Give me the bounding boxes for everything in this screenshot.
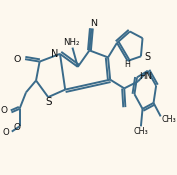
Text: S: S	[144, 52, 150, 62]
Text: H: H	[124, 60, 130, 69]
Text: N: N	[51, 48, 58, 59]
Text: N: N	[90, 19, 97, 29]
Text: CH₃: CH₃	[162, 115, 177, 124]
Text: O: O	[1, 106, 8, 115]
Text: HN: HN	[139, 72, 152, 81]
Text: NH₂: NH₂	[63, 38, 80, 47]
Text: CH₃: CH₃	[133, 127, 148, 136]
Text: S: S	[46, 97, 52, 107]
Text: O: O	[13, 55, 21, 64]
Text: O: O	[13, 122, 20, 132]
Text: O: O	[2, 128, 9, 137]
